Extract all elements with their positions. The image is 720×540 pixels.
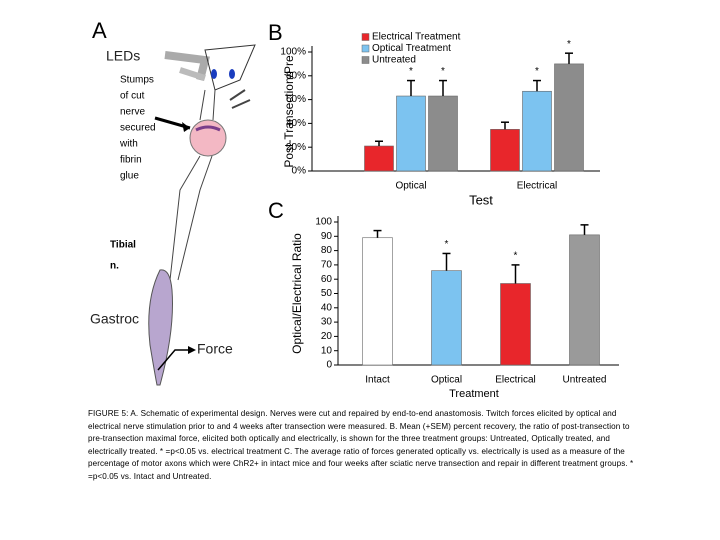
y-tick-label: 50	[321, 288, 333, 299]
bar	[431, 270, 462, 366]
significance: *	[567, 39, 571, 50]
arrow-head	[182, 122, 190, 132]
label: with	[119, 139, 138, 150]
label: fibrin	[120, 155, 142, 166]
bar	[364, 145, 394, 172]
legend-label: Electrical Treatment	[372, 32, 461, 43]
led	[211, 69, 217, 79]
panel-label: C	[268, 198, 284, 223]
y-tick-label: 60	[321, 274, 333, 285]
significance: *	[441, 66, 445, 77]
glue-ball	[189, 119, 227, 157]
bar	[522, 90, 552, 172]
led	[229, 69, 235, 79]
panel-label: A	[92, 18, 107, 43]
y-tick-label: 40%	[286, 118, 306, 129]
legend-label: Optical Treatment	[372, 43, 451, 54]
bar	[554, 63, 584, 172]
y-tick-label: 80%	[286, 70, 306, 81]
y-tick-label: 60%	[286, 94, 306, 105]
y-tick-label: 100	[315, 217, 332, 228]
y-tick-label: 20	[321, 331, 333, 342]
y-axis-label: Optical/Electrical Ratio	[290, 233, 304, 354]
label: Force	[197, 341, 233, 357]
bar	[490, 129, 520, 172]
caption: FIGURE 5: A. Schematic of experimental d…	[88, 409, 634, 481]
x-tick-label: Optical	[395, 181, 426, 192]
label: Tibial	[110, 240, 136, 251]
label: Stumps	[120, 75, 154, 86]
y-axis-label: Post-Transection/Pre	[282, 55, 296, 168]
y-tick-label: 0%	[292, 166, 307, 177]
bar	[500, 283, 531, 366]
y-tick-label: 0	[326, 360, 332, 371]
label: LEDs	[106, 48, 140, 64]
label: Gastroc	[90, 311, 139, 327]
y-tick-label: 100%	[280, 47, 306, 58]
significance: *	[514, 251, 518, 262]
schematic: LEDs Stumps of cut nerve secured with fi…	[90, 44, 256, 386]
bar	[428, 95, 458, 172]
label: glue	[120, 171, 139, 182]
x-tick-label: Electrical	[517, 181, 558, 192]
x-tick-label: Optical	[431, 375, 462, 386]
significance: *	[445, 239, 449, 250]
label: secured	[120, 123, 156, 134]
led-holder	[204, 44, 256, 91]
bar	[396, 95, 426, 172]
significance: *	[535, 66, 539, 77]
bar	[569, 234, 600, 366]
x-tick-label: Electrical	[495, 375, 536, 386]
panel-label: B	[268, 20, 283, 45]
led-fiber	[179, 67, 206, 81]
scissors	[229, 89, 251, 109]
nerve	[199, 89, 216, 121]
x-axis-label: Treatment	[449, 388, 499, 400]
legend-swatch	[361, 33, 370, 41]
arrow	[157, 349, 192, 371]
y-tick-label: 80	[321, 245, 333, 256]
legend-swatch	[361, 56, 370, 64]
arrow-head	[188, 346, 196, 354]
suture	[195, 125, 221, 132]
nerve	[169, 155, 213, 281]
muscle	[148, 269, 173, 386]
label: of cut	[120, 91, 145, 102]
y-tick-label: 70	[321, 260, 333, 271]
label: nerve	[120, 107, 145, 118]
significance: *	[409, 66, 413, 77]
y-tick-label: 10	[321, 345, 333, 356]
x-tick-label: Intact	[365, 375, 390, 386]
y-tick-label: 90	[321, 231, 333, 242]
led-fiber	[164, 51, 210, 81]
legend-swatch	[361, 44, 370, 53]
label: n.	[110, 261, 119, 272]
y-tick-label: 20%	[286, 142, 306, 153]
x-axis-label: Test	[469, 192, 493, 207]
y-tick-label: 40	[321, 302, 333, 313]
y-tick-label: 30	[321, 317, 333, 328]
x-tick-label: Untreated	[563, 375, 607, 386]
legend-label: Untreated	[372, 55, 416, 66]
bar	[362, 237, 393, 366]
